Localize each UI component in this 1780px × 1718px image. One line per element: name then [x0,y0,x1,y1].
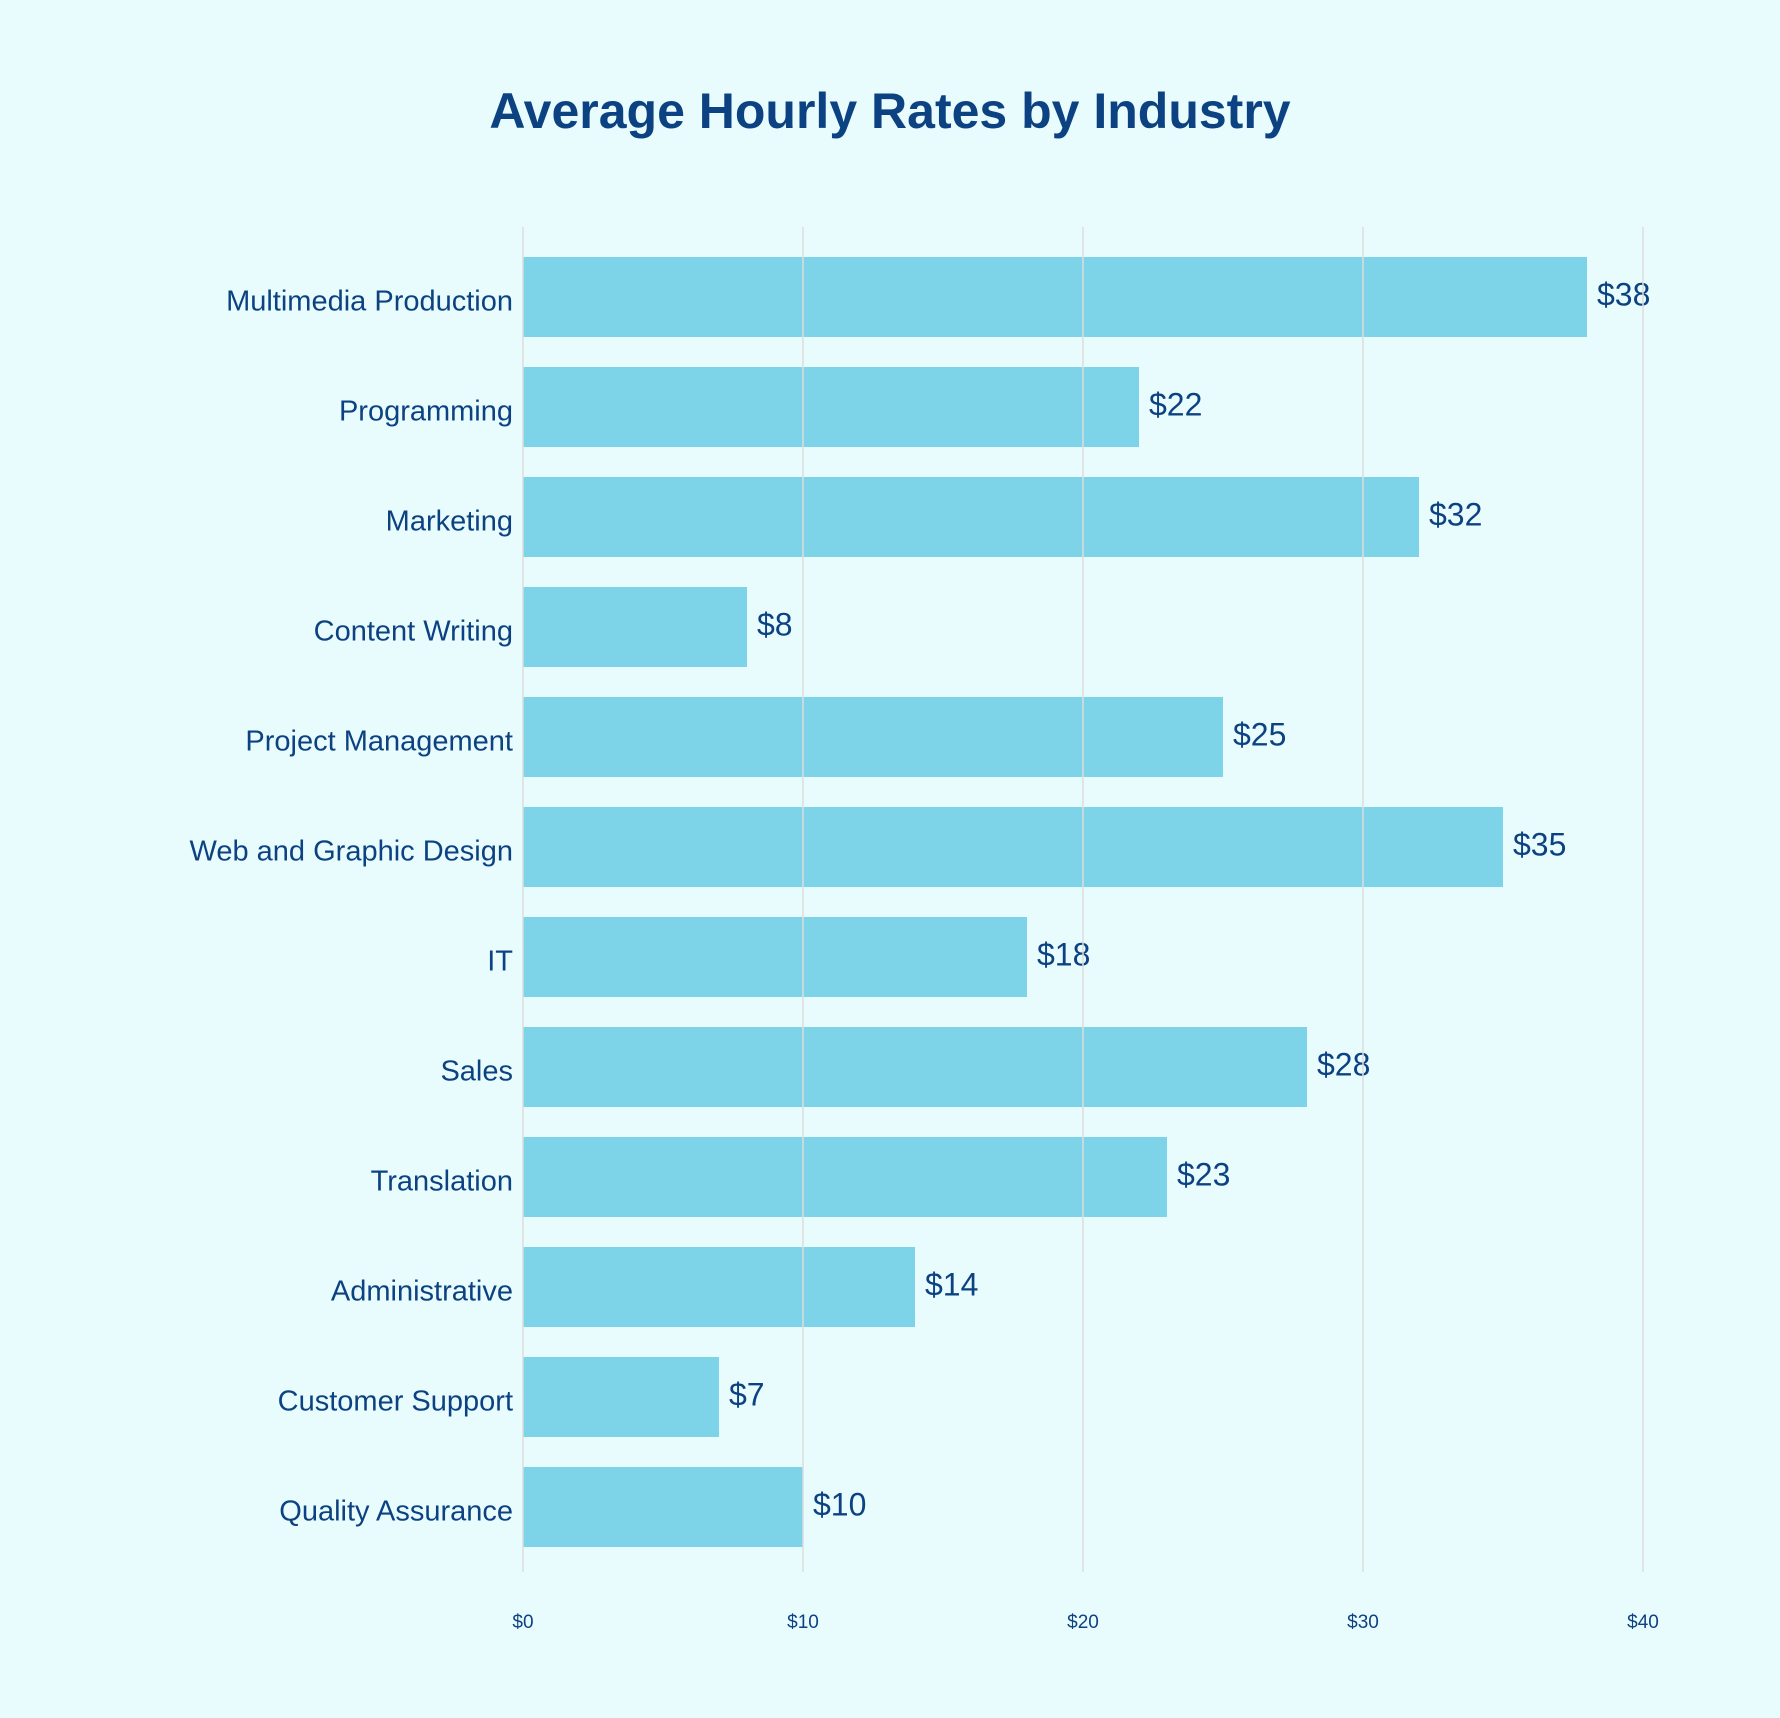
chart-title: Average Hourly Rates by Industry [489,83,1290,139]
y-tick-label: IT [487,946,513,978]
y-tick-label: Project Management [245,726,513,758]
y-tick-label: Marketing [386,506,513,538]
bar [523,587,747,667]
y-tick-label: Quality Assurance [279,1496,513,1528]
y-tick-label: Administrative [331,1276,513,1308]
bar [523,697,1223,777]
data-label: $23 [1177,1156,1230,1192]
bar [523,1027,1307,1107]
data-label: $38 [1597,276,1650,312]
y-tick-label: Programming [339,396,513,428]
bar [523,807,1503,887]
x-tick-label: $0 [512,1612,533,1633]
data-label: $8 [757,606,793,642]
y-tick-label: Translation [371,1166,513,1198]
bar [523,1137,1167,1217]
data-label: $14 [925,1266,978,1302]
y-tick-label: Customer Support [278,1386,513,1418]
bar [523,917,1027,997]
x-tick-label: $40 [1627,1612,1659,1633]
bar [523,367,1139,447]
y-tick-label: Sales [440,1056,513,1088]
y-tick-label: Multimedia Production [226,286,513,318]
data-label: $22 [1149,386,1202,422]
y-tick-label: Web and Graphic Design [190,836,513,868]
data-label: $10 [813,1486,866,1522]
data-label: $18 [1037,936,1090,972]
bar [523,257,1587,337]
bar [523,1357,719,1437]
x-tick-label: $20 [1067,1612,1099,1633]
x-tick-label: $10 [787,1612,819,1633]
data-label: $7 [729,1376,765,1412]
data-label: $28 [1317,1046,1370,1082]
data-label: $32 [1429,496,1482,532]
bar [523,1247,915,1327]
y-tick-label: Content Writing [314,616,513,648]
data-label: $25 [1233,716,1286,752]
bar [523,1467,803,1547]
bar [523,477,1419,557]
x-tick-label: $30 [1347,1612,1379,1633]
data-label: $35 [1513,826,1566,862]
